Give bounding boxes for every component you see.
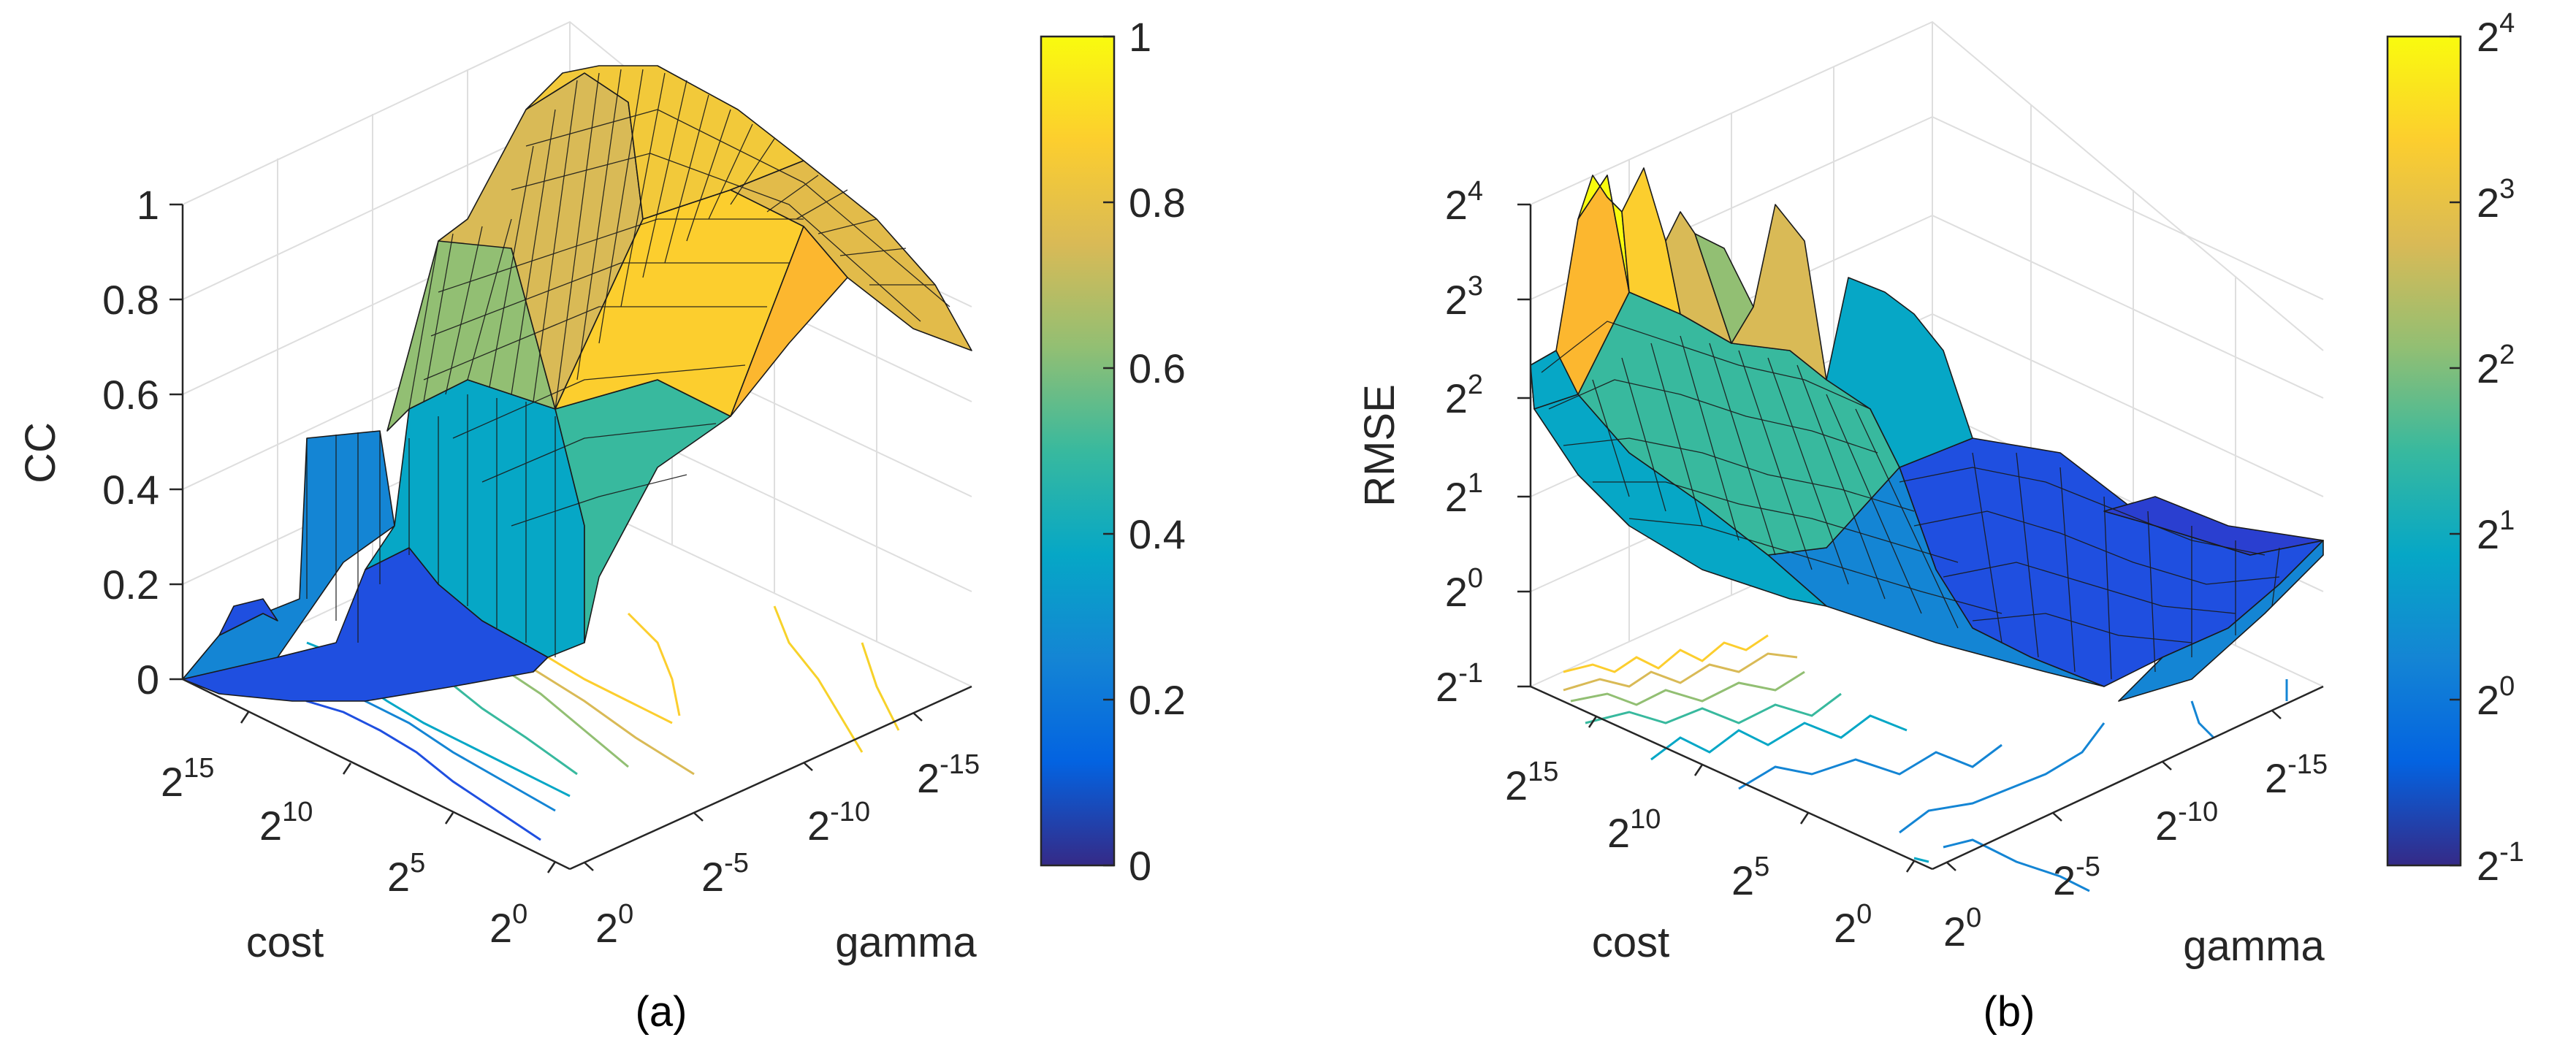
panel-a-z-tick-5: 1 bbox=[137, 182, 159, 228]
panel-b-cbar-tick-5: 24 bbox=[2477, 8, 2515, 60]
panel-b-cbar-tick-1: 20 bbox=[2477, 671, 2515, 723]
surface-b-green-ridge bbox=[1694, 233, 1754, 344]
panel-a-z-tick-0: 0 bbox=[137, 657, 159, 703]
panel-b-z-label: RMSE bbox=[1356, 384, 1403, 507]
panel-a-surface bbox=[182, 65, 972, 702]
panel-a-gamma-tick-3: 2-15 bbox=[917, 749, 980, 801]
panel-a-cost-tick-3: 20 bbox=[489, 899, 527, 951]
panel-b-cost-tick-2: 25 bbox=[1731, 852, 1769, 903]
panel-b-z-tick-2: 21 bbox=[1445, 468, 1483, 520]
panel-a-cbar-tick-4: 0.8 bbox=[1129, 180, 1186, 226]
panel-b-cost-label: cost bbox=[1592, 919, 1669, 966]
panel-a-cost-axis bbox=[182, 678, 571, 871]
panel-b-caption: (b) bbox=[1984, 988, 2035, 1036]
panel-a-colorbar: 0 0.2 0.4 0.6 0.8 1 bbox=[1040, 14, 1186, 889]
panel-b: 2-1 20 21 22 23 24 215 210 25 20 20 2-5 … bbox=[1356, 8, 2524, 1036]
panel-a-gamma-tick-1: 2-5 bbox=[701, 848, 749, 900]
surface-b-right-slope bbox=[2118, 540, 2324, 702]
panel-a-cbar-tick-0: 0 bbox=[1129, 843, 1151, 889]
panel-b-surface bbox=[1530, 167, 2324, 702]
panel-a-z-tick-2: 0.4 bbox=[102, 467, 159, 513]
panel-a-axes bbox=[169, 203, 972, 873]
panel-a-cost-tick-2: 25 bbox=[387, 848, 425, 900]
surface-b-left-edge bbox=[1530, 350, 1579, 410]
surface-a-right-front bbox=[730, 226, 848, 417]
panel-b-z-tick-4: 23 bbox=[1445, 271, 1483, 323]
panel-a-gamma-tick-0: 20 bbox=[595, 899, 633, 951]
panel-a-cost-tick-0: 215 bbox=[161, 753, 214, 805]
panel-b-floor-contours bbox=[1563, 634, 2288, 892]
panel-a-z-tick-4: 0.8 bbox=[102, 277, 159, 323]
panel-b-cbar-tick-4: 23 bbox=[2477, 174, 2515, 226]
panel-a-gamma-tick-2: 2-10 bbox=[807, 797, 870, 849]
panel-b-gamma-tick-0: 20 bbox=[1943, 903, 1981, 955]
panel-a-caption: (a) bbox=[636, 988, 687, 1036]
panel-b-cost-tick-0: 215 bbox=[1505, 757, 1558, 808]
panel-b-z-tick-1: 20 bbox=[1445, 563, 1483, 615]
panel-a-gamma-axis bbox=[569, 685, 972, 871]
panel-b-axes bbox=[1517, 203, 2324, 873]
panel-a-z-tick-3: 0.6 bbox=[102, 372, 159, 418]
panel-a-cost-tick-1: 210 bbox=[259, 797, 313, 849]
panel-a-z-label: CC bbox=[17, 422, 64, 483]
panel-a-cbar-tick-2: 0.4 bbox=[1129, 511, 1186, 557]
panel-b-cost-tick-3: 20 bbox=[1834, 899, 1872, 951]
surface-a-left-bump bbox=[218, 598, 278, 636]
surface-b-mid-right bbox=[1826, 277, 1973, 468]
panel-a-cbar-tick-3: 0.6 bbox=[1129, 345, 1186, 391]
panel-b-z-tick-3: 22 bbox=[1445, 370, 1483, 421]
panel-b-gamma-label: gamma bbox=[2183, 922, 2325, 970]
panel-b-gamma-tick-3: 2-15 bbox=[2265, 749, 2328, 801]
panel-b-gamma-tick-2: 2-10 bbox=[2155, 797, 2218, 849]
panel-a-cbar-tick-5: 1 bbox=[1129, 14, 1151, 60]
panel-b-z-tick-0: 2-1 bbox=[1436, 658, 1483, 710]
panel-a-gamma-label: gamma bbox=[835, 919, 977, 966]
panel-b-colorbar: 2-1 20 21 22 23 24 bbox=[2386, 8, 2524, 889]
panel-b-cbar-tick-0: 2-1 bbox=[2477, 837, 2524, 889]
panel-a: 0 0.2 0.4 0.6 0.8 1 215 210 25 20 20 2-5… bbox=[17, 14, 1186, 1036]
panel-b-z-tick-5: 24 bbox=[1445, 176, 1483, 228]
panel-a-cbar-tick-1: 0.2 bbox=[1129, 677, 1186, 723]
panel-a-z-tick-1: 0.2 bbox=[102, 562, 159, 608]
panel-b-gamma-tick-1: 2-5 bbox=[2053, 852, 2100, 903]
panel-b-cost-tick-1: 210 bbox=[1607, 804, 1661, 856]
panel-b-cbar-tick-3: 22 bbox=[2477, 340, 2515, 391]
panel-b-gamma-axis bbox=[1932, 685, 2324, 871]
panel-a-cost-label: cost bbox=[246, 919, 324, 966]
panel-b-cost-axis bbox=[1530, 685, 1933, 871]
panel-b-cbar-tick-2: 21 bbox=[2477, 505, 2515, 557]
